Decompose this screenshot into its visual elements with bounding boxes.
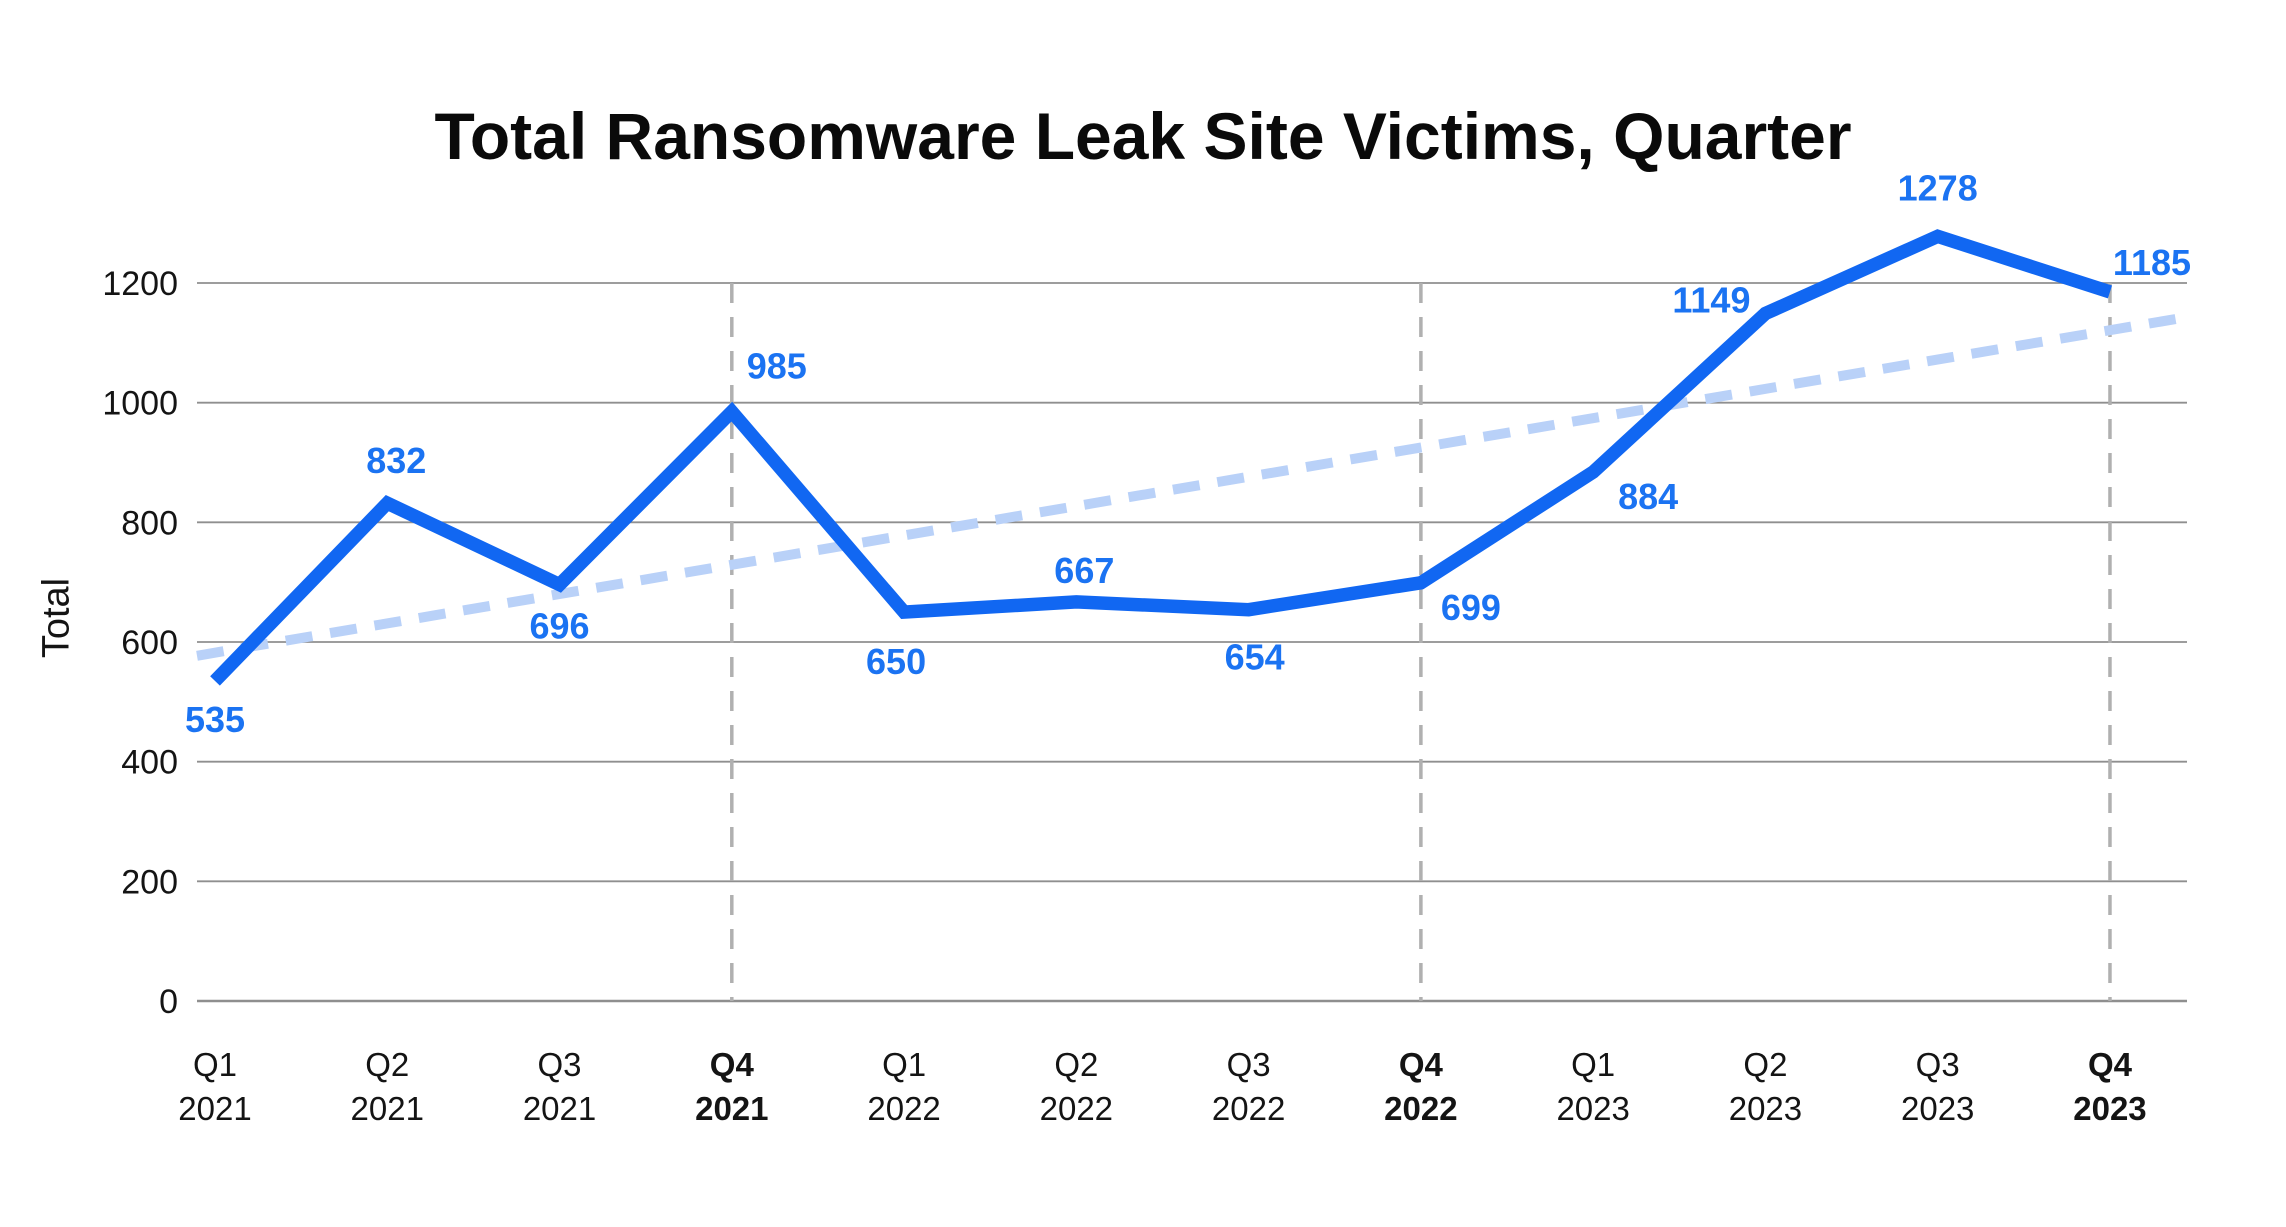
x-tick-year-11: 2023	[1901, 1090, 1974, 1127]
x-tick-quarter-8: Q4	[1399, 1046, 1444, 1083]
x-tick-quarter-2: Q2	[365, 1046, 409, 1083]
x-tick-year-3: 2021	[523, 1090, 596, 1127]
chart-title: Total Ransomware Leak Site Victims, Quar…	[434, 99, 1852, 173]
data-label-Q1-2022: 650	[866, 641, 926, 682]
x-tick-quarter-10: Q2	[1743, 1046, 1787, 1083]
data-label-Q1-2021: 535	[185, 699, 245, 740]
x-tick-year-5: 2022	[867, 1090, 940, 1127]
y-tick-label-400: 400	[121, 744, 178, 782]
series-line	[210, 229, 2113, 686]
x-tick-year-7: 2022	[1212, 1090, 1285, 1127]
x-tick-year-1: 2021	[178, 1090, 251, 1127]
y-tick-label-1200: 1200	[102, 265, 178, 303]
data-label-Q4-2023: 1185	[2113, 242, 2191, 283]
data-label-Q2-2023: 1149	[1672, 280, 1750, 321]
x-tick-year-8: 2022	[1384, 1090, 1457, 1127]
x-tick-quarter-7: Q3	[1227, 1046, 1271, 1083]
data-label-Q3-2021: 696	[530, 606, 590, 647]
trend-line	[196, 312, 2188, 661]
x-tick-year-12: 2023	[2073, 1090, 2146, 1127]
y-tick-label-800: 800	[121, 504, 178, 542]
data-label-Q4-2022: 699	[1441, 587, 1501, 628]
x-tick-quarter-1: Q1	[193, 1046, 237, 1083]
y-axis-title: Total	[35, 577, 78, 659]
x-tick-quarter-9: Q1	[1571, 1046, 1615, 1083]
y-tick-label-200: 200	[121, 863, 178, 901]
y-tick-label-1000: 1000	[102, 385, 178, 423]
x-tick-year-4: 2021	[695, 1090, 768, 1127]
x-tick-quarter-12: Q4	[2088, 1046, 2133, 1083]
x-tick-year-9: 2023	[1556, 1090, 1629, 1127]
x-tick-year-6: 2022	[1040, 1090, 1113, 1127]
data-label-Q1-2023: 884	[1618, 476, 1678, 517]
x-tick-year-2: 2021	[351, 1090, 424, 1127]
data-label-Q3-2023: 1278	[1898, 167, 1978, 208]
x-tick-quarter-3: Q3	[538, 1046, 582, 1083]
data-label-Q2-2021: 832	[366, 440, 426, 481]
data-label-Q3-2022: 654	[1225, 637, 1285, 678]
x-tick-quarter-6: Q2	[1054, 1046, 1098, 1083]
data-label-Q2-2022: 667	[1054, 550, 1114, 591]
x-tick-year-10: 2023	[1729, 1090, 1802, 1127]
y-tick-label-600: 600	[121, 624, 178, 662]
data-label-Q4-2021: 985	[747, 346, 807, 387]
x-tick-quarter-4: Q4	[710, 1046, 755, 1083]
x-tick-quarter-5: Q1	[882, 1046, 926, 1083]
x-tick-quarter-11: Q3	[1916, 1046, 1960, 1083]
y-tick-label-0: 0	[159, 983, 178, 1021]
